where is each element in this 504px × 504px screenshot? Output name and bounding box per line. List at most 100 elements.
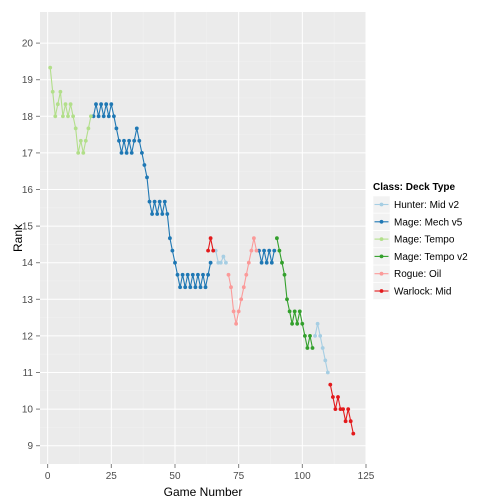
y-tick-label: 18 (22, 112, 34, 123)
data-point (145, 175, 149, 180)
data-point (129, 151, 134, 155)
y-tick-label: 11 (23, 368, 34, 379)
data-point (147, 199, 152, 204)
x-tick-label: 100 (294, 471, 311, 482)
data-point (310, 346, 315, 350)
data-point (183, 285, 188, 290)
data-point (101, 114, 106, 119)
data-point (206, 272, 211, 277)
data-point (244, 272, 249, 277)
data-point (318, 334, 323, 338)
data-point (190, 272, 195, 277)
x-axis-title: Game Number (164, 485, 243, 499)
data-point (206, 248, 211, 253)
y-tick-label: 13 (22, 295, 34, 306)
data-point (346, 407, 351, 411)
data-point (99, 102, 103, 107)
data-point (48, 65, 53, 70)
data-point (63, 102, 68, 107)
data-point (331, 395, 335, 399)
data-point (142, 163, 147, 167)
data-point (297, 309, 302, 314)
legend-item: Mage: Tempo (372, 230, 455, 248)
data-point (173, 260, 177, 265)
y-tick-label: 15 (22, 222, 34, 233)
legend-key-point (379, 219, 384, 224)
legend-title: Class: Deck Type (373, 182, 456, 193)
data-point (292, 309, 297, 314)
y-axis-title: Rank (11, 223, 25, 252)
legend-key-point (379, 271, 384, 276)
x-axis: 0 25 50 75 100 125 (45, 464, 375, 482)
legend-key-point (379, 202, 384, 207)
data-point (264, 260, 269, 265)
data-point (150, 212, 155, 216)
y-tick-label: 17 (22, 148, 34, 159)
y-tick-label: 16 (22, 185, 34, 196)
legend-item: Mage: Tempo v2 (372, 247, 468, 266)
data-point (231, 309, 236, 314)
series-line (314, 323, 329, 373)
data-point (104, 102, 109, 107)
data-point (170, 248, 175, 253)
plot-panel (40, 12, 366, 464)
data-point (175, 272, 180, 277)
data-point (198, 285, 203, 290)
data-point (193, 285, 198, 290)
x-tick-label: 75 (233, 471, 245, 482)
data-point (178, 285, 183, 290)
data-point (112, 114, 116, 119)
data-point (239, 297, 244, 302)
data-point (81, 151, 86, 155)
legend-key-point (379, 254, 384, 259)
data-point (336, 395, 340, 399)
data-point (157, 199, 162, 204)
data-point (94, 102, 98, 107)
data-point (211, 248, 216, 253)
series-line (227, 238, 258, 324)
legend-item: Hunter: Mid v2 (372, 195, 459, 214)
data-point (78, 138, 83, 143)
data-point (262, 248, 266, 253)
legend-label: Warlock: Mid (394, 287, 451, 298)
data-point (140, 151, 144, 155)
y-tick-label: 20 (22, 39, 34, 50)
data-point (300, 321, 305, 326)
data-point (201, 272, 205, 277)
legend: Class: Deck Type Hunter: Mid v2 Mage: Mec… (372, 182, 468, 300)
data-point (61, 114, 65, 119)
data-point (86, 126, 91, 131)
data-point (303, 334, 307, 338)
legend-label: Mage: Mech v5 (394, 217, 463, 228)
data-point (343, 419, 348, 424)
data-point (275, 236, 279, 241)
data-point (185, 272, 190, 277)
data-point (252, 236, 256, 241)
data-point (160, 212, 165, 216)
data-point (323, 358, 328, 363)
data-point (124, 151, 129, 155)
legend-item: Rogue: Oil (372, 264, 441, 283)
legend-item: Warlock: Mid (372, 282, 451, 300)
data-point (280, 260, 284, 265)
data-point (119, 151, 124, 155)
data-point (196, 272, 200, 277)
y-axis: 9 10 11 12 13 14 15 16 17 18 19 20 (22, 39, 40, 452)
data-point (254, 248, 259, 253)
data-point (328, 382, 333, 387)
data-point (348, 419, 353, 424)
data-point (203, 285, 208, 290)
data-point (122, 138, 126, 143)
data-point (109, 102, 114, 107)
data-point (282, 272, 287, 277)
data-point (134, 126, 139, 131)
data-point (114, 126, 119, 131)
data-point (155, 212, 160, 216)
data-point (68, 102, 73, 107)
y-tick-label: 9 (27, 441, 33, 452)
legend-label: Mage: Tempo (394, 235, 455, 246)
data-point (305, 346, 310, 350)
data-point (208, 236, 213, 241)
x-tick-label: 50 (169, 471, 181, 482)
